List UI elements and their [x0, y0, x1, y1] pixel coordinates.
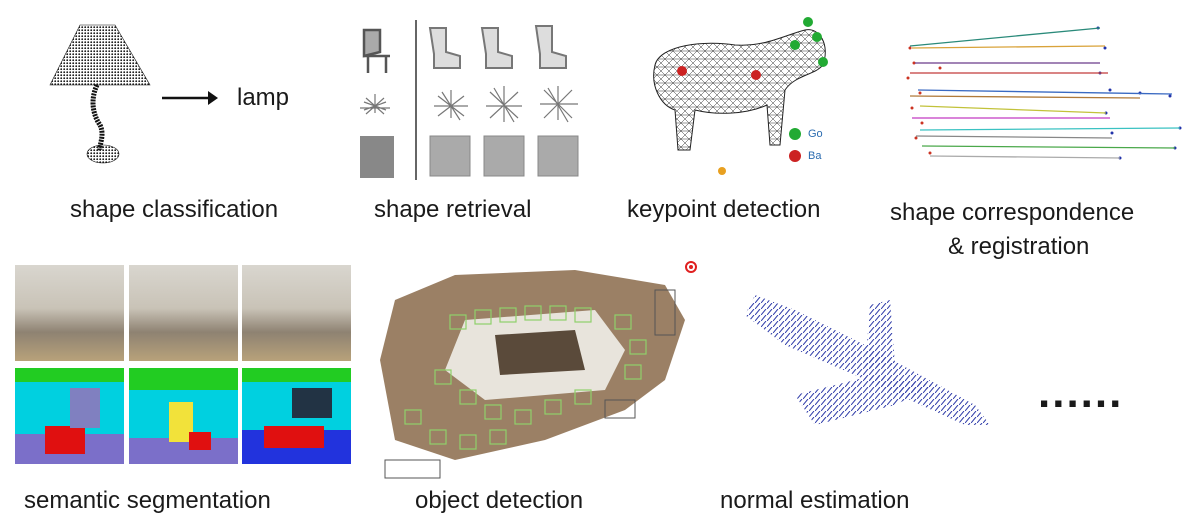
keypoint-green-4: [818, 57, 828, 67]
semantic-segmentation-panel: semantic segmentation: [0, 260, 360, 529]
airplane-normals: [745, 295, 990, 425]
shape-correspondence-panel: shape correspondence & registration: [870, 0, 1189, 270]
room-photo-1: [15, 265, 124, 361]
shape-correspondence-caption-line2: & registration: [948, 233, 1090, 260]
room-photo-3: [242, 265, 351, 361]
arrow-right-icon: [162, 91, 218, 105]
normal-estimation-caption: normal estimation: [720, 487, 910, 514]
keypoint-detection-panel: Go Ba keypoint detection: [620, 0, 860, 230]
seg-map-3: [242, 368, 351, 464]
keypoint-orange-1: [718, 167, 726, 175]
object-detection-panel: object detection: [370, 255, 710, 529]
more-ellipsis: ......: [1038, 368, 1124, 417]
keypoint-green-2: [812, 32, 822, 42]
plant-icons: [360, 86, 578, 123]
shape-retrieval-panel: shape retrieval: [340, 0, 590, 230]
keypoint-red-2: [751, 70, 761, 80]
red-marker-icon: [685, 261, 697, 273]
legend-good: Go: [808, 128, 823, 140]
keypoint-detection-caption: keypoint detection: [627, 196, 821, 223]
room-photo-2: [129, 265, 238, 361]
cow-mesh: [653, 17, 828, 175]
object-detection-caption: object detection: [415, 487, 584, 514]
correspondence-lines: [906, 26, 1182, 160]
keypoint-green-1: [803, 17, 813, 27]
keypoint-green-3: [790, 40, 800, 50]
retrieval-grid: [360, 20, 579, 180]
keypoint-red-1: [677, 66, 687, 76]
shape-correspondence-caption-line1: shape correspondence: [890, 199, 1135, 226]
legend-bad: Ba: [808, 150, 822, 162]
shape-retrieval-caption: shape retrieval: [374, 196, 532, 223]
seg-map-1: [15, 368, 124, 464]
lamp-label: lamp: [237, 84, 290, 111]
room-scan-with-boxes: [380, 261, 697, 479]
shape-classification-caption: shape classification: [70, 196, 279, 223]
seg-map-2: [129, 368, 238, 464]
legend-markers: [789, 128, 801, 162]
lamp-point-cloud: [49, 24, 151, 164]
shape-classification-panel: lamp shape classification: [0, 0, 330, 230]
semantic-segmentation-caption: semantic segmentation: [24, 487, 271, 514]
normal-estimation-panel: normal estimation: [715, 280, 1015, 529]
query-chair-icon: [362, 28, 390, 73]
